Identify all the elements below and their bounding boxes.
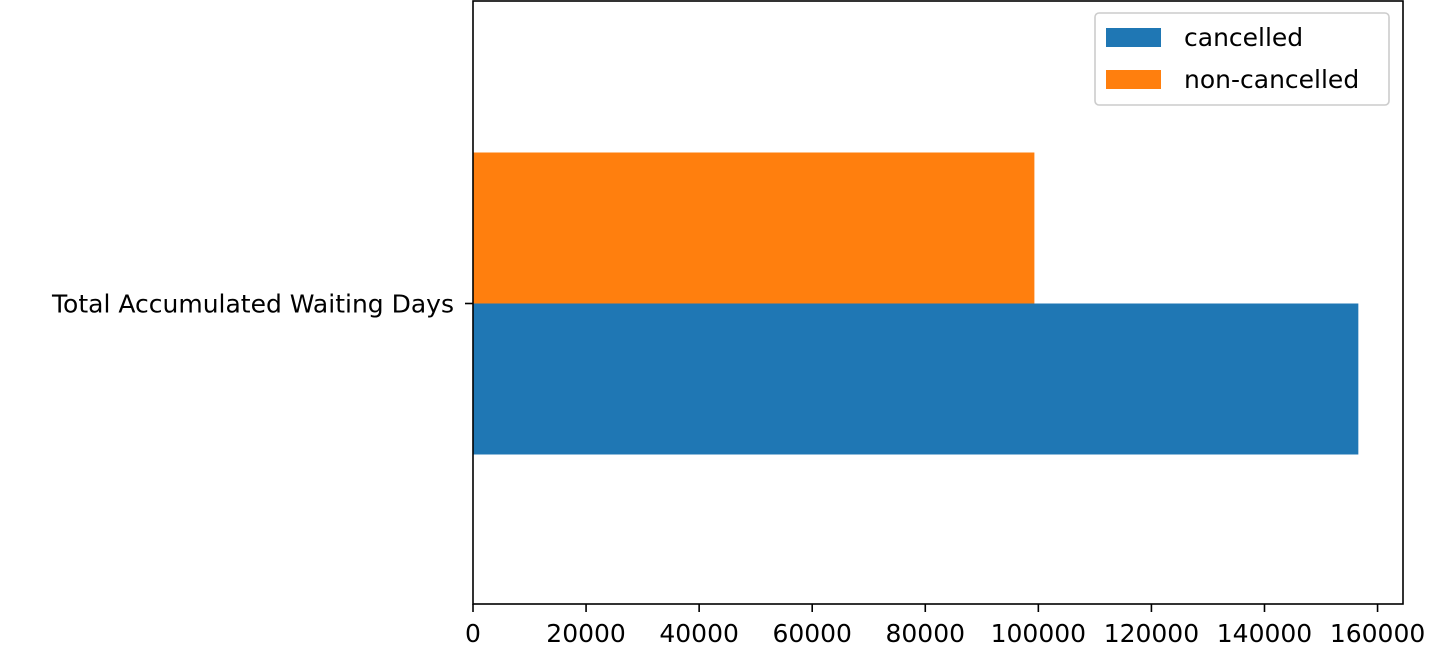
legend-swatch [1106, 28, 1161, 47]
x-tick-label: 160000 [1330, 619, 1425, 648]
x-axis: 0 20000 40000 60000 80000 100000 120000 140000 1… [465, 604, 1425, 648]
x-tick-label: 140000 [1217, 619, 1312, 648]
legend-swatch [1106, 70, 1161, 89]
x-tick-label: 100000 [991, 619, 1086, 648]
plot-frame [472, 0, 1404, 605]
x-tick-label: 60000 [772, 619, 852, 648]
legend-label: cancelled [1184, 23, 1303, 52]
bar-non-cancelled [473, 152, 1035, 304]
x-tick-label: 120000 [1104, 619, 1199, 648]
y-axis: Total Accumulated Waiting Days [51, 290, 473, 319]
legend-label: non-cancelled [1184, 65, 1359, 94]
legend: cancelled non-cancelled [1094, 12, 1390, 106]
y-tick-label: Total Accumulated Waiting Days [51, 290, 454, 319]
x-tick-label: 20000 [546, 619, 626, 648]
bar-cancelled [473, 303, 1359, 455]
bars-group [473, 152, 1359, 455]
x-tick-label: 80000 [886, 619, 966, 648]
x-tick-label: 0 [465, 619, 481, 648]
x-tick-label: 40000 [659, 619, 739, 648]
legend-box [1094, 12, 1390, 106]
